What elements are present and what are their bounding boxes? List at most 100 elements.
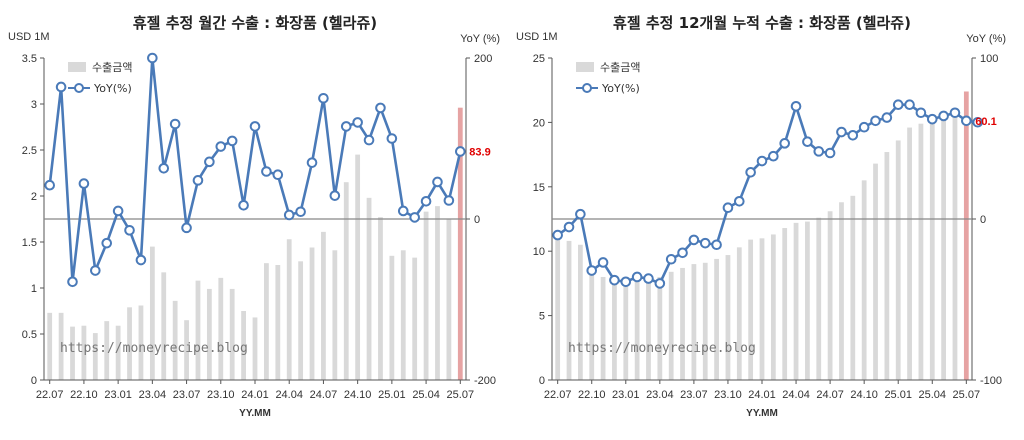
c2-bar [827, 211, 833, 380]
c2-bar [884, 152, 890, 380]
c1-bar [457, 107, 463, 381]
c1-left-tick-label: 2 [31, 191, 37, 203]
c1-x-tick-label: 23.04 [139, 389, 167, 401]
c1-bar [332, 250, 338, 380]
c1-left-tick-label: 0 [31, 375, 37, 387]
c2-yoy-point [768, 150, 779, 162]
c1-yoy-point [340, 121, 352, 132]
c1-bar [161, 272, 167, 380]
c2-yoy-point [677, 247, 688, 259]
c1-bar [252, 317, 258, 380]
c2-yoy-point [722, 202, 734, 214]
c1-bar [400, 250, 406, 380]
c2-left-tick-label: 5 [539, 311, 545, 323]
c2-bar [714, 258, 719, 380]
c1-yoy-point [420, 195, 432, 207]
c1-x-tick-label: 23.07 [173, 389, 201, 401]
c1-x-tick-label: 23.10 [207, 389, 235, 401]
c1-bar [115, 325, 121, 380]
c2-bar [770, 234, 776, 380]
c2-yoy-point [836, 126, 847, 138]
c2-bar [805, 221, 810, 380]
c2-yoy-point [972, 116, 983, 128]
c1-left-unit: USD 1M [8, 31, 50, 43]
c2-bar [907, 127, 912, 380]
c1-yoy-point [169, 118, 181, 130]
c1-right-tick-label: -200 [474, 375, 496, 387]
c1-bar [81, 325, 87, 380]
c2-yoy-point [711, 239, 722, 251]
c2-bar [816, 217, 822, 380]
c1-yoy-point [55, 81, 67, 93]
c2-yoy-point [756, 155, 768, 167]
c2-yoy-point [858, 121, 870, 133]
c2-bar [691, 264, 697, 380]
c2-bar [646, 278, 651, 380]
c2-bar [941, 112, 947, 380]
c1-yoy-point [295, 206, 306, 218]
c1-bar [286, 239, 292, 380]
c1-x-tick-label: 25.04 [412, 389, 440, 401]
c1-left-tick-label: 0.5 [22, 329, 37, 341]
c2-x-tick-label: 24.04 [782, 389, 810, 401]
c2-left-tick-label: 10 [533, 246, 545, 258]
c1-yoy-point [112, 205, 124, 217]
c1-bar [446, 219, 452, 380]
c2-bar [566, 240, 572, 380]
c1-left-tick-label: 3 [31, 99, 37, 111]
c1-yoy-point [204, 156, 215, 168]
c2-yoy-point [654, 278, 666, 289]
c2-bar [612, 275, 617, 380]
c2-x-tick-label: 22.07 [544, 389, 572, 401]
c1-x-tick-label: 22.07 [36, 389, 64, 401]
c2-legend-bar-label: 수출금액 [600, 61, 640, 74]
c1-yoy-point [318, 92, 329, 104]
c2-bar [748, 239, 754, 380]
c2-bar [850, 195, 856, 380]
c2-legend-bar-swatch [576, 62, 594, 72]
c2-yoy-point [699, 237, 711, 249]
c2-yoy-point [643, 273, 654, 284]
c1-bar [229, 288, 235, 380]
c1-yoy-point [238, 200, 249, 211]
c2-bar [668, 271, 674, 380]
c1-bar [366, 197, 372, 380]
c2-yoy-point [552, 229, 563, 241]
c2-bar [861, 180, 867, 380]
c1-bar [172, 300, 178, 380]
c1-bar [241, 311, 246, 380]
c1-bar [47, 312, 53, 380]
c1-yoy-point [101, 237, 113, 249]
c2-yoy-point [620, 276, 632, 288]
c2-yoy-point [779, 138, 791, 149]
c2-yoy-point [631, 271, 643, 283]
c1-yoy-point [375, 102, 386, 114]
c1-bar [321, 231, 326, 380]
c1-yoy-point [147, 52, 158, 64]
c1-x-tick-label: 22.10 [70, 389, 98, 401]
c1-title: 휴젤 추정 월간 수출 : 화장품 (헬라쥬) [133, 14, 377, 32]
c2-title: 휴젤 추정 12개월 누적 수출 : 화장품 (헬라쥬) [613, 14, 911, 32]
c1-bar [309, 247, 315, 380]
c1-yoy-point [226, 135, 238, 147]
c1-watermark: https://moneyrecipe.blog [60, 341, 248, 356]
c1-x-tick-label: 25.01 [378, 389, 406, 401]
c1-bar [92, 333, 98, 380]
c2-x-tick-label: 24.07 [816, 389, 844, 401]
c2-x-tick-label: 25.04 [919, 389, 947, 401]
c2-left-tick-label: 20 [533, 117, 545, 129]
c2-bar [839, 202, 844, 380]
c2-yoy-point [915, 107, 927, 119]
c1-x-tick-label: 24.04 [275, 389, 303, 401]
c1-yoy-point [135, 254, 147, 266]
c2-x-tick-label: 23.04 [646, 389, 674, 401]
c1-x-tick-label: 24.01 [241, 389, 269, 401]
c1-bar [298, 261, 304, 380]
c1-yoy-end-label: 83.9 [469, 146, 490, 158]
c2-yoy-end-label: 60.1 [975, 116, 996, 128]
c2-right-tick-label: 0 [980, 214, 986, 226]
c1-bar [355, 154, 361, 380]
c2-left-tick-label: 15 [533, 182, 545, 194]
